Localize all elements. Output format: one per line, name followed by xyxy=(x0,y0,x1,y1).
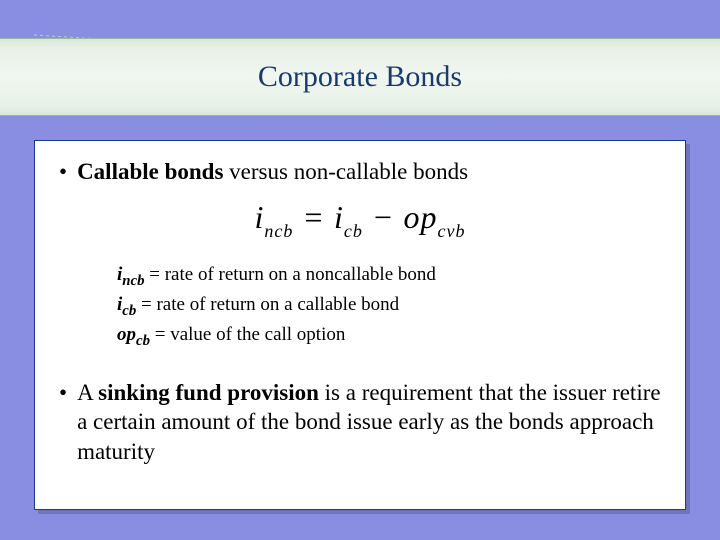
equation-row: incb = icb − opcvb xyxy=(59,199,661,240)
def3-sub: cb xyxy=(136,333,150,349)
bullet-sinking-fund: • A sinking fund provision is a requirem… xyxy=(59,378,661,466)
bullet1-rest: versus non-callable bonds xyxy=(223,159,468,184)
def-incb: incb = rate of return on a noncallable b… xyxy=(117,262,661,292)
equation: incb = icb − opcvb xyxy=(255,199,466,235)
def-icb: icb = rate of return on a callable bond xyxy=(117,292,661,322)
bullet-dot: • xyxy=(59,378,67,466)
def1-sub: ncb xyxy=(122,273,144,289)
def3-text: = value of the call option xyxy=(150,324,345,345)
eq-mid-sub: cb xyxy=(344,221,363,241)
slide-title: Corporate Bonds xyxy=(258,60,462,94)
bullet2-text: A sinking fund provision is a requiremen… xyxy=(77,378,661,466)
def1-text: = rate of return on a noncallable bond xyxy=(145,264,436,285)
header-band: Corporate Bonds xyxy=(0,38,720,116)
eq-sign1: = xyxy=(293,199,334,235)
eq-rhs-var: op xyxy=(403,199,437,235)
bullet2-prefix: A xyxy=(77,380,98,405)
eq-mid-var: i xyxy=(334,199,344,235)
bullet-callable-bonds: • Callable bonds versus non-callable bon… xyxy=(59,159,661,185)
def2-text: = rate of return on a callable bond xyxy=(136,294,399,315)
def2-sub: cb xyxy=(122,303,136,319)
eq-lhs-var: i xyxy=(255,199,265,235)
content-box: • Callable bonds versus non-callable bon… xyxy=(34,140,686,510)
bullet-dot: • xyxy=(59,159,67,185)
eq-rhs-sub: cvb xyxy=(437,221,465,241)
bullet1-text: Callable bonds versus non-callable bonds xyxy=(77,159,468,185)
bullet2-bold: sinking fund provision xyxy=(98,380,319,405)
bullet1-bold: Callable bonds xyxy=(77,159,223,184)
def3-var: op xyxy=(117,324,136,345)
eq-sign2: − xyxy=(363,199,404,235)
def-opcb: opcb = value of the call option xyxy=(117,322,661,352)
eq-lhs-sub: ncb xyxy=(264,221,293,241)
definitions-block: incb = rate of return on a noncallable b… xyxy=(117,262,661,351)
